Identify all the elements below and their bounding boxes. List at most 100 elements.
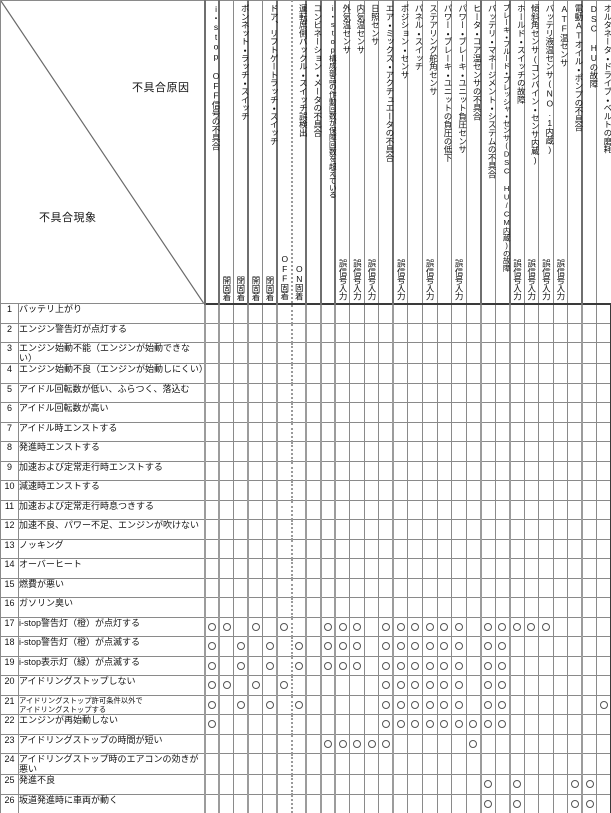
matrix-cell-empty[interactable] <box>479 538 496 560</box>
matrix-cell-empty[interactable] <box>421 558 438 579</box>
matrix-cell-empty[interactable] <box>218 597 235 618</box>
matrix-cell-empty[interactable] <box>218 363 235 384</box>
matrix-cell-empty[interactable] <box>407 363 423 384</box>
matrix-cell-marked[interactable] <box>349 733 365 755</box>
matrix-cell-empty[interactable] <box>508 322 525 343</box>
matrix-cell-empty[interactable] <box>203 538 220 560</box>
matrix-cell-empty[interactable] <box>567 538 583 560</box>
matrix-cell-empty[interactable] <box>436 753 453 776</box>
matrix-cell-empty[interactable] <box>349 753 365 776</box>
matrix-cell-empty[interactable] <box>392 774 409 795</box>
matrix-cell-empty[interactable] <box>567 753 583 776</box>
matrix-cell-empty[interactable] <box>392 499 409 521</box>
matrix-cell-empty[interactable] <box>567 402 583 423</box>
matrix-cell-empty[interactable] <box>334 363 351 384</box>
matrix-cell-marked[interactable] <box>407 675 423 696</box>
matrix-cell-empty[interactable] <box>451 519 467 540</box>
matrix-cell-empty[interactable] <box>233 499 249 521</box>
matrix-cell-empty[interactable] <box>567 675 583 696</box>
matrix-cell-marked[interactable] <box>203 675 220 696</box>
matrix-cell-empty[interactable] <box>436 577 453 599</box>
matrix-cell-marked[interactable] <box>262 636 278 657</box>
matrix-cell-empty[interactable] <box>465 774 482 795</box>
matrix-cell-marked[interactable] <box>203 616 220 638</box>
matrix-cell-empty[interactable] <box>508 577 525 599</box>
matrix-cell-empty[interactable] <box>363 675 380 696</box>
matrix-cell-empty[interactable] <box>203 558 220 579</box>
matrix-cell-empty[interactable] <box>523 577 540 599</box>
matrix-cell-marked[interactable] <box>378 616 394 638</box>
matrix-cell-empty[interactable] <box>378 363 394 384</box>
matrix-cell-empty[interactable] <box>523 597 540 618</box>
matrix-cell-empty[interactable] <box>363 714 380 735</box>
matrix-cell-empty[interactable] <box>262 480 278 501</box>
matrix-cell-empty[interactable] <box>596 519 611 540</box>
matrix-cell-empty[interactable] <box>290 382 307 404</box>
matrix-cell-empty[interactable] <box>451 774 467 795</box>
matrix-cell-empty[interactable] <box>276 774 293 795</box>
matrix-cell-empty[interactable] <box>451 499 467 521</box>
matrix-cell-empty[interactable] <box>392 538 409 560</box>
matrix-cell-empty[interactable] <box>363 655 380 677</box>
matrix-cell-empty[interactable] <box>233 363 249 384</box>
matrix-cell-empty[interactable] <box>276 499 293 521</box>
matrix-cell-empty[interactable] <box>363 441 380 462</box>
matrix-cell-empty[interactable] <box>436 341 453 365</box>
matrix-cell-empty[interactable] <box>596 441 611 462</box>
matrix-cell-empty[interactable] <box>451 577 467 599</box>
matrix-cell-empty[interactable] <box>407 753 423 776</box>
matrix-cell-empty[interactable] <box>334 421 351 443</box>
matrix-cell-empty[interactable] <box>596 753 611 776</box>
matrix-cell-empty[interactable] <box>392 733 409 755</box>
matrix-cell-empty[interactable] <box>538 441 554 462</box>
matrix-cell-empty[interactable] <box>262 774 278 795</box>
matrix-cell-empty[interactable] <box>262 733 278 755</box>
matrix-cell-empty[interactable] <box>262 577 278 599</box>
matrix-cell-empty[interactable] <box>407 774 423 795</box>
matrix-cell-empty[interactable] <box>581 733 598 755</box>
matrix-cell-empty[interactable] <box>233 733 249 755</box>
matrix-cell-empty[interactable] <box>203 774 220 795</box>
matrix-cell-empty[interactable] <box>276 694 293 716</box>
matrix-cell-empty[interactable] <box>334 793 351 813</box>
matrix-cell-empty[interactable] <box>451 733 467 755</box>
matrix-cell-marked[interactable] <box>494 675 511 696</box>
matrix-cell-empty[interactable] <box>494 774 511 795</box>
matrix-cell-empty[interactable] <box>276 753 293 776</box>
matrix-cell-empty[interactable] <box>436 480 453 501</box>
matrix-cell-empty[interactable] <box>262 675 278 696</box>
matrix-cell-marked[interactable] <box>508 774 525 795</box>
matrix-cell-empty[interactable] <box>494 793 511 813</box>
matrix-cell-empty[interactable] <box>538 322 554 343</box>
matrix-cell-empty[interactable] <box>262 558 278 579</box>
matrix-cell-marked[interactable] <box>334 733 351 755</box>
matrix-cell-marked[interactable] <box>276 675 293 696</box>
matrix-cell-empty[interactable] <box>596 793 611 813</box>
matrix-cell-empty[interactable] <box>567 714 583 735</box>
matrix-cell-empty[interactable] <box>494 499 511 521</box>
matrix-cell-empty[interactable] <box>319 499 336 521</box>
matrix-cell-marked[interactable] <box>494 655 511 677</box>
matrix-cell-empty[interactable] <box>538 577 554 599</box>
matrix-cell-marked[interactable] <box>392 714 409 735</box>
matrix-cell-empty[interactable] <box>392 577 409 599</box>
matrix-cell-empty[interactable] <box>247 480 264 501</box>
matrix-cell-empty[interactable] <box>276 421 293 443</box>
matrix-cell-empty[interactable] <box>290 480 307 501</box>
matrix-cell-empty[interactable] <box>581 441 598 462</box>
matrix-cell-empty[interactable] <box>567 480 583 501</box>
matrix-cell-empty[interactable] <box>319 793 336 813</box>
matrix-cell-empty[interactable] <box>305 616 322 638</box>
matrix-cell-empty[interactable] <box>305 519 322 540</box>
matrix-cell-empty[interactable] <box>290 558 307 579</box>
matrix-cell-empty[interactable] <box>392 421 409 443</box>
matrix-cell-empty[interactable] <box>363 694 380 716</box>
matrix-cell-empty[interactable] <box>334 597 351 618</box>
matrix-cell-marked[interactable] <box>567 793 583 813</box>
matrix-cell-marked[interactable] <box>262 655 278 677</box>
matrix-cell-empty[interactable] <box>363 382 380 404</box>
matrix-cell-empty[interactable] <box>378 402 394 423</box>
matrix-cell-marked[interactable] <box>421 616 438 638</box>
matrix-cell-empty[interactable] <box>494 538 511 560</box>
matrix-cell-empty[interactable] <box>363 402 380 423</box>
